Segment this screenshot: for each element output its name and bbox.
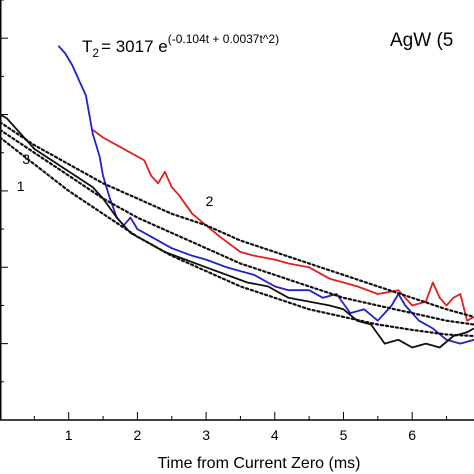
fit-curve-label: 2: [206, 193, 214, 209]
x-tick-label: 2: [133, 427, 141, 443]
x-tick-label: 6: [408, 427, 416, 443]
fit-curve: [0, 121, 474, 318]
x-axis-title: Time from Current Zero (ms): [158, 455, 361, 472]
chart-title: AgW (5: [390, 30, 453, 51]
formula-base: T: [82, 37, 92, 56]
formula-exponent: (-0.104t + 0.0037t^2): [168, 32, 279, 46]
labels-layer: 1 2 3 4 5 6 1 2 3: [17, 151, 417, 443]
fit-curve: [0, 136, 474, 338]
series-layer: [0, 45, 474, 349]
x-tick-label: 5: [340, 427, 348, 443]
x-tick-label: 1: [65, 427, 73, 443]
fit-curve: [0, 128, 474, 326]
data-series-line: [57, 45, 474, 345]
fit-curve-label: 1: [17, 178, 25, 194]
formula-subscript: 2: [92, 46, 99, 60]
data-series-line: [0, 113, 474, 349]
formula-middle: = 3017 e: [101, 37, 168, 56]
x-tick-label: 4: [271, 427, 279, 443]
x-tick-label: 3: [202, 427, 210, 443]
formula-annotation: T2 = 3017 e(-0.104t + 0.0037t^2): [82, 32, 279, 60]
axes: [0, 0, 474, 421]
fit-curve-label: 3: [22, 151, 30, 167]
data-series-line: [92, 129, 474, 322]
